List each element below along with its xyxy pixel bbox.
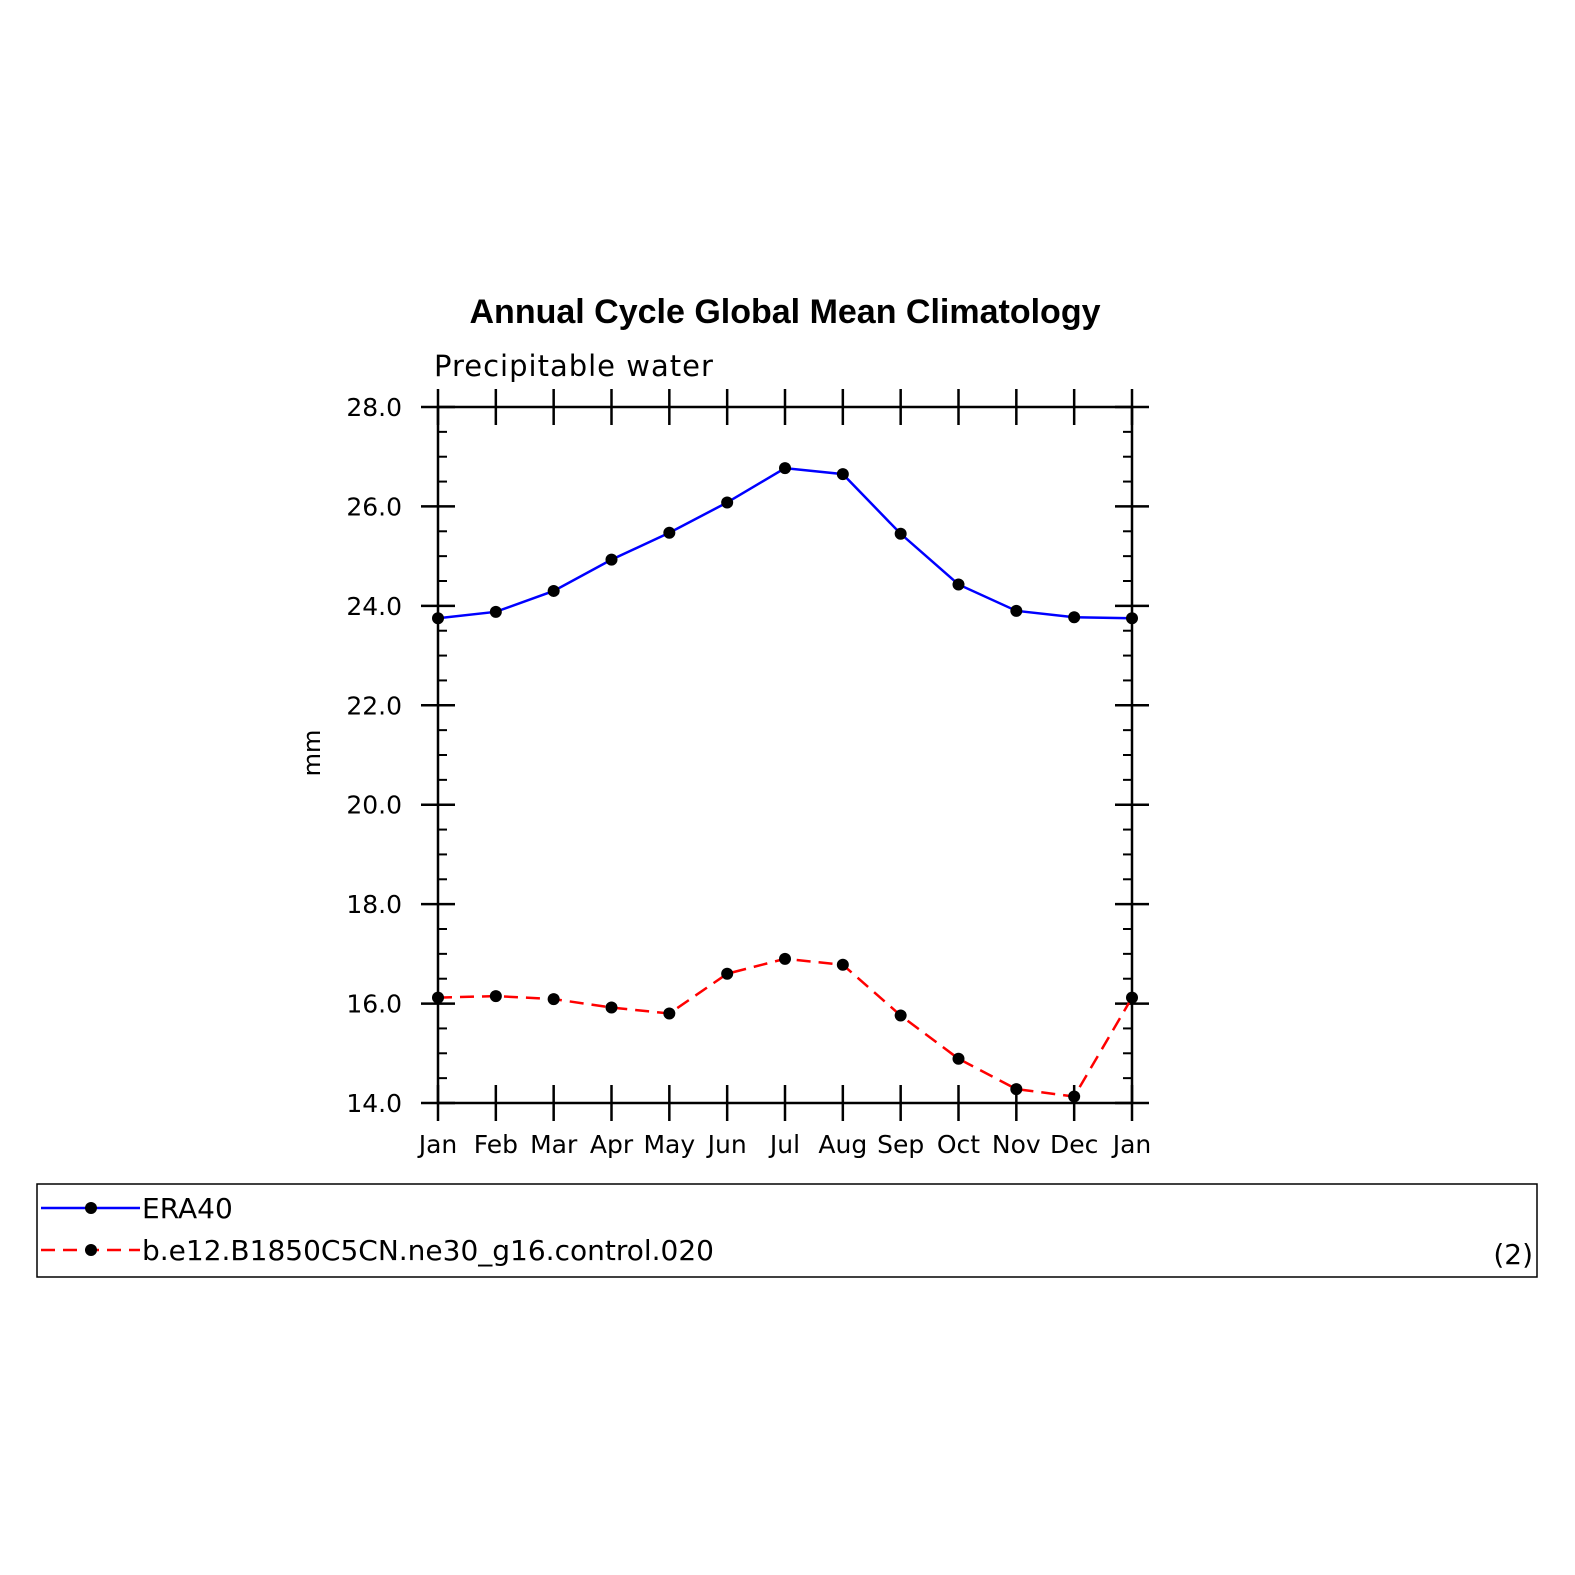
data-point [1010, 604, 1023, 617]
data-point [721, 967, 734, 980]
x-tick-label: Jan [1111, 1130, 1152, 1159]
data-point [894, 527, 907, 540]
y-tick-label: 18.0 [346, 890, 402, 919]
x-tick-label: May [643, 1130, 695, 1159]
y-tick-label: 16.0 [346, 990, 402, 1019]
chart-subtitle: Precipitable water [434, 349, 714, 383]
x-tick-label: Nov [992, 1130, 1041, 1159]
chart-title: Annual Cycle Global Mean Climatology [470, 293, 1101, 331]
y-tick-label: 20.0 [346, 791, 402, 820]
series-line-1 [437, 466, 1133, 620]
data-point [779, 462, 791, 475]
data-point [663, 1007, 676, 1020]
series-line-2 [437, 957, 1134, 1098]
data-point [547, 993, 560, 1006]
data-point [605, 1001, 618, 1014]
data-point [489, 605, 502, 618]
y-tick-label: 22.0 [346, 691, 402, 720]
x-tick-label: Jul [768, 1130, 800, 1159]
tick-labels: Jan Feb Mar Apr May Jun Jul Aug Sep Oct Nov Dec Jan 1… [346, 393, 1151, 1159]
data-point [1126, 991, 1138, 1004]
y-tick-label: 28.0 [346, 393, 402, 422]
y-axis-label: mm [298, 730, 326, 777]
legend-marker [85, 1202, 97, 1214]
legend-note: (2) [1493, 1238, 1533, 1271]
data-point [1010, 1083, 1023, 1096]
data-point [894, 1009, 907, 1022]
x-tick-label: Oct [937, 1130, 980, 1159]
x-tick-label: Jan [417, 1130, 458, 1159]
y-tick-label: 24.0 [346, 592, 402, 621]
plot-frame [436, 405, 1134, 1105]
data-point [605, 553, 618, 566]
series-layer [432, 462, 1138, 1103]
data-point [1068, 611, 1081, 624]
data-point [663, 526, 676, 539]
axis-ticks [421, 389, 1149, 1121]
data-point [836, 958, 849, 971]
legend-box [36, 1183, 1538, 1278]
x-tick-label: Aug [818, 1130, 867, 1159]
x-tick-label: Jun [706, 1130, 747, 1159]
data-point [489, 990, 502, 1003]
x-tick-label: Apr [590, 1130, 634, 1159]
data-point [779, 952, 791, 965]
data-point [721, 496, 734, 509]
legend: (2) ERA40 b.e12.B1850C5CN.ne30_g16.contro… [36, 1183, 1538, 1278]
data-point [1068, 1090, 1081, 1103]
legend-marker [85, 1244, 97, 1256]
x-tick-label: Feb [474, 1130, 518, 1159]
y-tick-label: 14.0 [346, 1089, 402, 1118]
x-tick-label: Mar [530, 1130, 578, 1159]
data-point [1126, 612, 1138, 625]
legend-label: ERA40 [142, 1192, 233, 1225]
data-point [432, 612, 444, 625]
data-point [547, 584, 560, 597]
data-point [952, 578, 965, 591]
data-point [432, 991, 444, 1004]
data-point [836, 468, 849, 481]
data-point [952, 1052, 965, 1065]
x-tick-label: Sep [877, 1130, 924, 1159]
y-tick-label: 26.0 [346, 492, 402, 521]
legend-label: b.e12.B1850C5CN.ne30_g16.control.020 [142, 1234, 714, 1267]
x-tick-label: Dec [1050, 1130, 1098, 1159]
